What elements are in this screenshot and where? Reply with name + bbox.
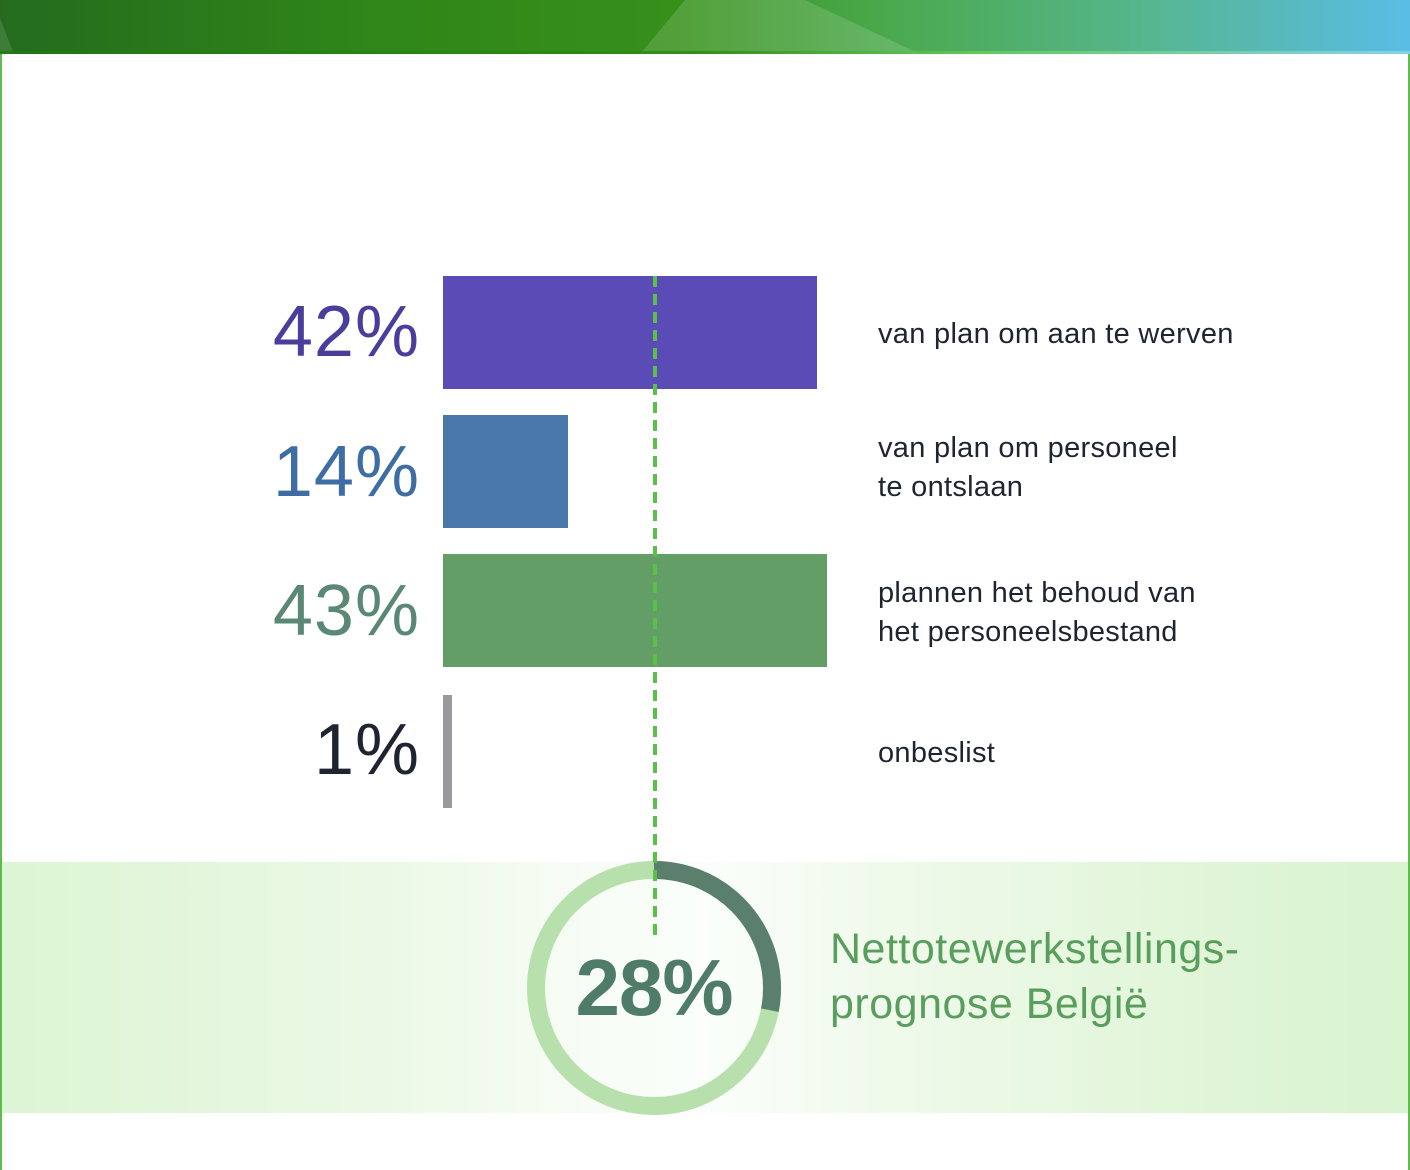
net-forecast-title: Nettotewerkstellings- prognose België xyxy=(830,922,1240,1032)
category-label-line: onbeslist xyxy=(878,737,996,769)
banner-shine xyxy=(640,0,920,54)
value-label-retain: 43% xyxy=(272,571,420,651)
category-label-layoff: van plan om personeel te ontslaan xyxy=(878,429,1178,507)
net-forecast-title-line: prognose België xyxy=(830,980,1149,1028)
net-forecast-title-line: Nettotewerkstellings- xyxy=(830,925,1240,973)
banner-facet xyxy=(0,18,14,54)
category-label-line: van plan om aan te werven xyxy=(878,318,1234,350)
category-label-line: het personeelsbestand xyxy=(878,616,1178,648)
category-label-line: te ontslaan xyxy=(878,471,1024,503)
header-banner xyxy=(0,0,1410,54)
category-label-line: plannen het behoud van xyxy=(878,577,1196,609)
category-label-hire: van plan om aan te werven xyxy=(878,315,1234,354)
net-forecast-band xyxy=(2,862,1408,1113)
value-label-hire: 42% xyxy=(272,292,420,372)
category-label-retain: plannen het behoud van het personeelsbes… xyxy=(878,574,1196,652)
value-label-undecided: 1% xyxy=(313,710,420,790)
bar-retain xyxy=(443,554,827,667)
value-label-layoff: 14% xyxy=(272,432,420,512)
category-label-undecided: onbeslist xyxy=(878,734,995,773)
banner-edge xyxy=(0,51,1410,54)
bar-hire xyxy=(443,276,817,389)
bar-layoff xyxy=(443,415,568,528)
net-forecast-value: 28% xyxy=(575,943,733,1032)
bar-undecided xyxy=(443,695,452,808)
net-reference-dashed-line xyxy=(653,276,657,936)
category-label-line: van plan om personeel xyxy=(878,432,1178,464)
